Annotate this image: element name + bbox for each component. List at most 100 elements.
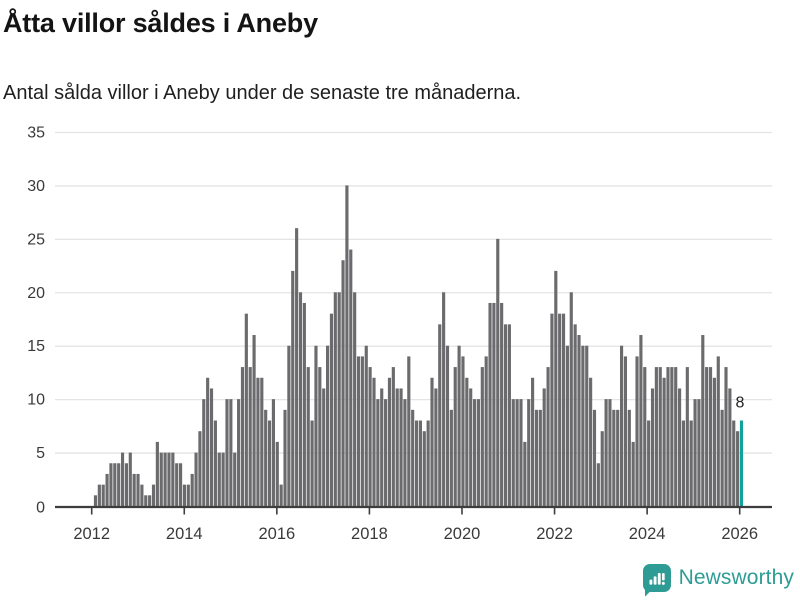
bar [318,367,322,506]
bar [643,367,647,506]
bar [109,463,113,506]
bar [604,399,608,506]
bar [581,345,585,506]
bar [426,420,430,506]
bar [670,367,674,506]
bar [724,367,728,506]
bar [666,367,670,506]
bar [144,495,148,506]
bar [531,377,535,506]
bar [678,388,682,506]
bar [182,484,187,506]
bar [492,302,496,506]
bar [221,452,225,506]
bar [372,377,376,506]
bar [550,313,554,506]
bar [132,473,136,506]
bar [206,377,210,506]
bar [635,356,639,506]
bar [728,388,732,506]
bar [337,292,341,506]
bar [569,292,573,506]
bar [658,367,662,506]
bar [503,324,508,506]
bar [488,302,492,506]
x-axis-tick-label: 2012 [73,525,110,543]
bar [608,399,612,506]
bar [298,292,303,506]
bar [128,452,132,506]
bar [175,463,179,506]
bar [213,420,217,506]
bar [310,420,314,506]
bar [179,463,183,506]
bar [565,345,569,506]
bar [496,238,500,506]
bar [438,324,442,506]
bar [186,484,190,506]
bar [384,399,388,506]
bar [240,367,245,506]
x-axis-tick-label: 2020 [444,525,481,543]
bar [434,388,438,506]
y-axis-tick-label: 10 [27,392,45,409]
bar [93,495,98,506]
bar [442,292,446,506]
x-axis-tick-label: 2014 [166,525,203,543]
bar [558,313,562,506]
bar [546,367,550,506]
bar [291,270,295,506]
bar [681,420,686,506]
bar [732,420,736,506]
bar [368,367,372,506]
bar [391,367,395,506]
bar [716,356,720,506]
bar [500,302,504,506]
bar [612,409,616,506]
bar [252,335,256,506]
bar [689,420,693,506]
bar [140,484,144,506]
bar [233,452,237,506]
bar [105,473,109,506]
bar [627,409,631,506]
bar [329,313,334,506]
y-axis-tick-label: 30 [27,178,45,195]
bar [554,270,558,506]
bar [411,409,415,506]
bar [283,409,287,506]
bar [589,377,593,506]
bar [585,345,589,506]
bar [360,356,364,506]
bar [461,356,465,506]
bar [511,399,515,506]
x-axis-tick-label: 2022 [536,525,573,543]
bar [101,484,105,506]
bar [295,228,299,506]
bar [430,377,434,506]
bar [701,335,705,506]
bar [267,420,272,506]
bar [484,356,488,506]
bar [403,399,407,506]
bar [159,452,163,506]
bar [314,345,318,506]
y-axis-tick-label: 20 [27,285,45,302]
bar [376,399,380,506]
bar [349,249,353,507]
bar [256,377,260,506]
bar [685,367,689,506]
bar [287,345,291,506]
bar [519,399,523,506]
bar [457,345,461,506]
x-axis-tick-label: 2018 [351,525,388,543]
bar [326,345,330,506]
bar [674,367,678,506]
bar [639,335,643,506]
y-axis-tick-label: 15 [27,338,45,355]
y-axis-tick-label: 25 [27,231,45,248]
bar [542,388,546,506]
bar [515,399,519,506]
bar [399,388,403,506]
bar [333,292,337,506]
